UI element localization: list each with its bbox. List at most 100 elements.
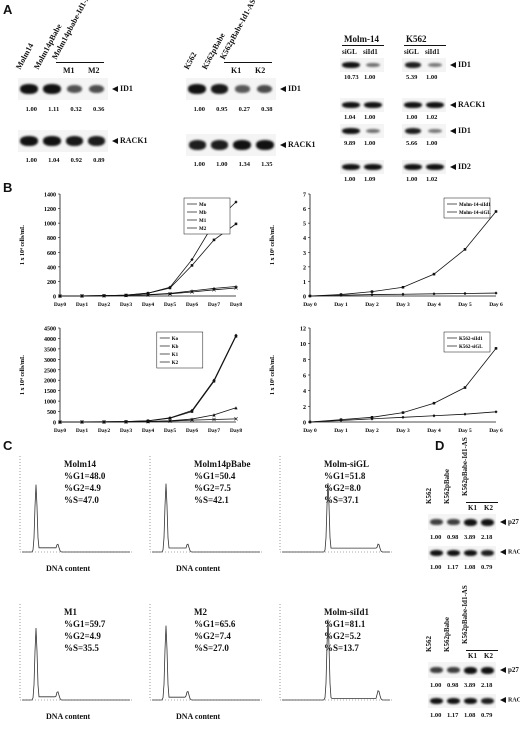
x-tick-label: Day 6 (489, 302, 503, 308)
data-point (234, 200, 238, 204)
densitometry-value: 5.66 (406, 140, 418, 147)
blot-band (463, 666, 478, 674)
densitometry-value: 1.00 (406, 176, 418, 183)
blot-band (430, 666, 443, 674)
growth-curve-chart: 0 500 1000 1500 2000 2500 3000 3500 4000 4500 Day0… (20, 327, 242, 435)
densitometry-value: 1.00 (364, 74, 376, 81)
lane-label: K562pBabe-Id1-AS (218, 0, 258, 62)
data-point (146, 293, 150, 297)
cell-cycle-stats: M2 %G1=65.6 %G2=7.4 %S=27.0 (194, 606, 235, 654)
blot-band (446, 550, 461, 556)
data-point (339, 293, 343, 296)
blot-band (463, 698, 478, 704)
s-percent: %S=42.1 (194, 495, 229, 505)
data-point (124, 419, 128, 424)
x-tick-label: Day7 (208, 428, 220, 434)
data-point (146, 419, 150, 424)
data-point (463, 248, 467, 251)
g2-percent: %G2=4.9 (64, 631, 101, 641)
data-point (102, 420, 106, 424)
data-point (212, 287, 216, 292)
densitometry-value: 1.08 (464, 564, 476, 571)
series-line (309, 348, 497, 423)
data-point (234, 286, 238, 290)
arrow-icon (112, 138, 118, 145)
densitometry-value: 1.00 (430, 564, 442, 571)
x-tick-label: Day 1 (334, 428, 348, 434)
series-line (59, 336, 237, 423)
data-point (308, 420, 312, 424)
dna-histogram (149, 456, 262, 553)
blot-band (480, 518, 495, 526)
g1-percent: %G1=50.4 (194, 471, 236, 481)
blot-id2-k562 (402, 160, 446, 174)
y-tick-label: 0 (303, 295, 306, 301)
sub-lane-label: K1 (468, 504, 477, 512)
blot-band (429, 550, 444, 556)
data-point (190, 290, 194, 294)
histogram-trace (152, 483, 260, 553)
lane-label: siGL (342, 48, 357, 56)
marker-label: ID2 (450, 162, 471, 171)
blot-band (88, 136, 106, 146)
marker-label: RACK1 (280, 140, 316, 149)
blot-band (429, 698, 444, 704)
blot-band (446, 698, 461, 704)
blot-band (404, 128, 422, 134)
group-underline (342, 45, 384, 46)
g2-percent: %G2=8.0 (324, 483, 361, 493)
arrow-icon (280, 86, 286, 93)
data-point (401, 411, 405, 414)
densitometry-value: 1.00 (430, 534, 442, 541)
data-point (80, 420, 84, 424)
densitometry-value: 1.00 (406, 114, 418, 121)
arrow-icon (450, 128, 456, 135)
blot-band (342, 128, 360, 134)
densitometry-values: 1.00 1.04 0.92 0.89 (20, 157, 110, 164)
arrow-icon (500, 667, 506, 674)
blot-band (404, 62, 422, 68)
x-tick-label: Day5 (164, 428, 176, 434)
data-point (432, 414, 436, 418)
blot-band (342, 164, 360, 170)
blot-band (65, 136, 83, 146)
y-tick-label: 3000 (44, 358, 56, 364)
x-tick-label: Day 2 (365, 302, 379, 308)
legend-entry: M2 (199, 227, 207, 232)
s-percent: %S=47.0 (64, 495, 99, 505)
x-tick-label: Day 0 (303, 428, 317, 434)
x-tick-label: Day0 (54, 428, 66, 434)
x-tick-label: Day6 (186, 302, 198, 308)
data-point (234, 222, 238, 226)
y-tick-label: 12 (300, 327, 306, 333)
blot-band (404, 164, 422, 170)
panel-label-a: A (3, 2, 13, 17)
data-point (102, 293, 106, 298)
blot-band (430, 518, 443, 526)
marker-label: RACK1 (112, 136, 148, 145)
blot-band (42, 136, 61, 146)
legend-entry: Ko (172, 337, 179, 342)
dna-histogram (19, 456, 132, 553)
data-point (212, 413, 216, 417)
arrow-icon (450, 102, 456, 109)
x-tick-label: Day 3 (396, 428, 410, 434)
sample-name: M1 (64, 607, 77, 617)
blot-id1-k562 (402, 58, 446, 72)
arrow-icon (500, 697, 506, 703)
dna-histogram (19, 604, 132, 701)
data-point (190, 264, 194, 267)
g1-percent: %G1=81.1 (324, 619, 366, 629)
y-tick-label: 6 (303, 374, 306, 380)
x-tick-label: Day 5 (458, 302, 472, 308)
densitometry-value: 1.00 (25, 106, 37, 113)
histogram-trace (22, 484, 130, 553)
data-point (124, 293, 128, 298)
marker-label: RACK1 (500, 549, 520, 555)
group-underline (404, 45, 446, 46)
x-tick-label: Day4 (142, 428, 154, 434)
data-point (494, 347, 498, 350)
data-point (234, 406, 238, 410)
histogram-trace (282, 483, 390, 553)
blot-band (211, 140, 229, 150)
